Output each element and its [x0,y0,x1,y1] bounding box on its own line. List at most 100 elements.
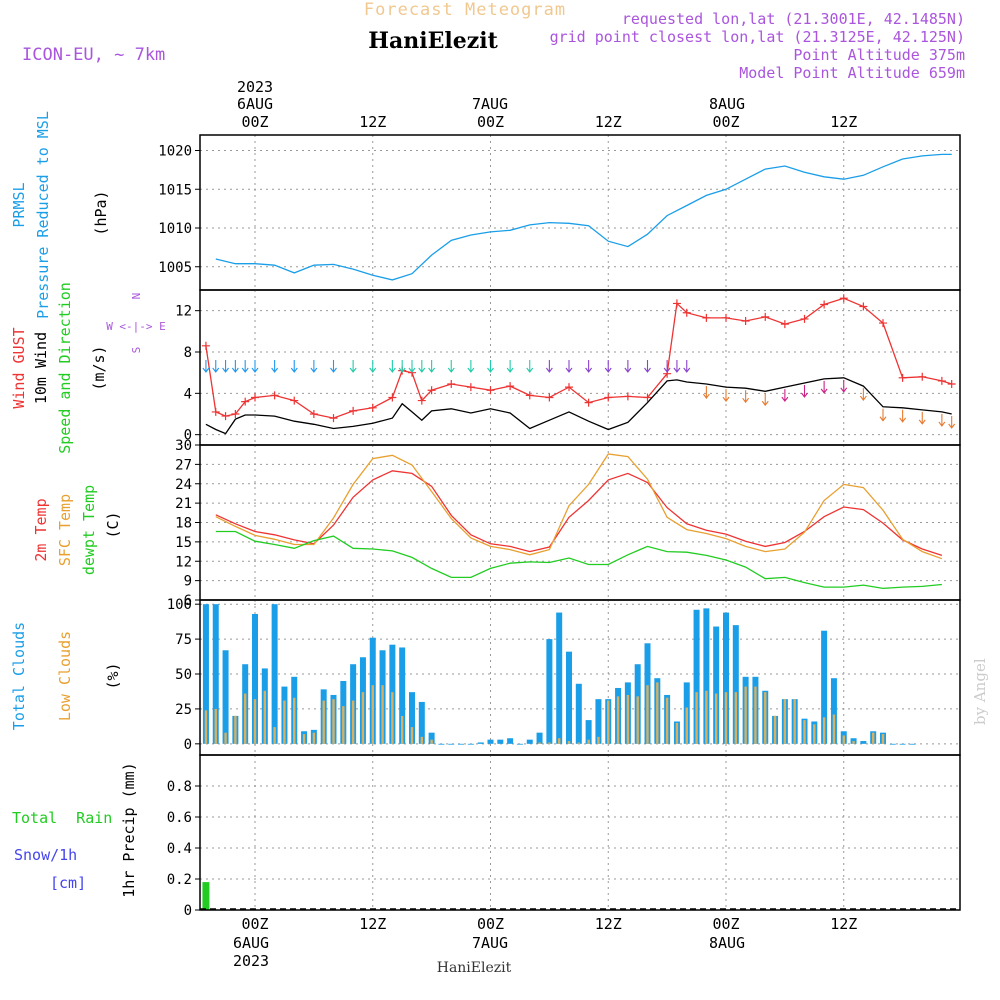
bar-total-clouds [477,742,484,744]
bar-total-clouds [467,743,474,745]
y-tick-label: 6 [184,593,192,609]
wind-dir-arrow [899,409,907,423]
time-tick-top: 12Z [595,113,622,131]
gust-point [839,294,848,303]
bar-low-clouds [773,715,777,744]
gust-point [761,312,770,321]
bar-low-clouds [626,694,630,744]
y-tick-label: 1020 [158,144,192,160]
bar-low-clouds [371,685,374,744]
bar-total-clouds [252,613,258,744]
point-altitude: Point Altitude 375m [793,46,965,64]
series-line-wind-gust [205,297,952,419]
bar-low-clouds [724,692,728,744]
credit-label: by Angel [971,658,989,725]
bar-low-clouds [754,686,757,744]
wind-dir-arrow [918,411,926,425]
bar-low-clouds [803,720,806,744]
bar-low-clouds [822,717,826,744]
bar-total-clouds [222,650,229,744]
bar-low-clouds [351,700,355,744]
bar-total-clouds [458,743,465,745]
gust-point [486,386,495,395]
wind-dir-arrow [388,360,396,373]
bar-low-clouds [557,738,561,744]
gust-point [682,308,691,317]
bar-total-clouds [487,739,494,744]
y-tick-label: 75 [175,632,192,648]
bar-total-clouds [399,647,406,744]
bar-low-clouds [253,699,257,744]
bar-low-clouds [204,710,208,744]
bar-low-clouds [548,742,551,744]
y-tick-label: 15 [175,535,192,551]
bar-low-clouds [381,685,384,744]
gust-point [604,393,613,402]
gust-point [780,320,789,329]
bar-total-clouds [409,692,415,744]
time-tick-top: 00Z [477,113,504,131]
bar-total-clouds [585,720,592,744]
wind-dir-arrow [624,360,632,373]
bar-low-clouds [695,692,698,744]
gust-point [329,414,338,423]
gust-point [270,391,279,400]
time-tick-bottom: 00Z [477,915,504,933]
wind-dir-arrow [330,360,337,373]
bar-total-clouds [546,639,553,744]
bar-low-clouds [420,736,424,744]
gust-point [368,403,377,412]
gust-point [506,382,515,391]
pressure-unit: (hPa) [92,190,110,235]
gust-point [447,380,456,389]
series-line-2m-temp [215,470,943,557]
bar-total-clouds [516,743,523,745]
wind-dir-arrow [310,360,318,373]
wind-dir-arrow [506,360,514,373]
wind-dir-arrow [840,379,848,393]
wind-dir-arrow [467,360,475,373]
wind-unit: (m/s) [90,345,108,390]
day-label-top-1: 7AUG [472,95,508,113]
y-tick-label: 0 [184,903,192,919]
snow-unit: [cm] [50,874,86,892]
day-label-bottom-0: 6AUG [233,934,269,952]
time-tick-bottom: 12Z [595,915,622,933]
wind-dir-arrow [428,360,436,373]
bar-low-clouds [813,724,816,744]
wind-dir-arrow [222,360,230,373]
series-line-prmsl [215,153,952,281]
y-tick-label: 0 [184,737,192,753]
bar-low-clouds [567,741,571,744]
gust-point [918,372,927,381]
bar-total-clouds [723,612,729,744]
bar-low-clouds [675,722,679,744]
gust-point [820,300,829,309]
year-label-bottom: 2023 [233,952,269,970]
y-tick-label: 18 [175,516,192,532]
bar-total-clouds [909,743,916,745]
bar-low-clouds [714,693,718,744]
y-tick-label: 1005 [158,260,192,276]
bar-low-clouds [391,692,394,744]
series-line-10m-wind [205,377,952,435]
bar-low-clouds [273,727,276,744]
gust-point [241,397,250,406]
bar-low-clouds [577,742,581,744]
bar-total-clouds [438,743,445,745]
gust-point [309,410,318,418]
bar-low-clouds [685,707,688,744]
clouds-unit: (%) [104,662,122,689]
day-label-bottom-2: 8AUG [709,934,745,952]
model-label: ICON-EU, ~ 7km [22,45,165,65]
wind-dir-arrow [948,416,956,429]
gust-point [211,407,220,416]
wind-dir-arrow [722,389,730,403]
wind-dir-arrow [673,360,681,373]
wind-dir-arrow [604,360,612,373]
model-altitude: Model Point Altitude 659m [739,64,965,82]
bar-total-clouds [418,701,425,744]
y-tick-label: 12 [175,554,192,570]
wind-dir-arrow [820,380,828,394]
